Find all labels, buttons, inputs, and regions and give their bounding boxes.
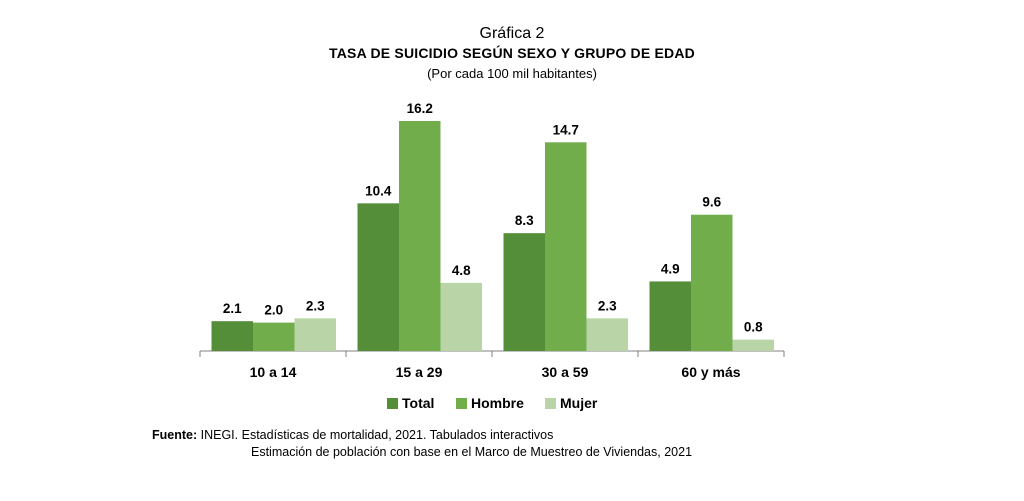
data-label-hombre-30-a-59: 14.7 <box>553 122 579 137</box>
source-line-2: Estimación de población con base en el M… <box>251 445 693 459</box>
legend-label-total: Total <box>402 395 434 411</box>
data-label-mujer-15-a-29: 4.8 <box>452 263 471 278</box>
data-label-mujer-60-y-mas: 0.8 <box>744 320 763 335</box>
bar-total-10-a-14 <box>211 321 253 351</box>
x-tick-label-60-y-mas: 60 y más <box>681 364 740 380</box>
legend-label-hombre: Hombre <box>471 395 524 411</box>
data-label-hombre-10-a-14: 2.0 <box>264 303 283 318</box>
bar-hombre-10-a-14 <box>253 322 295 351</box>
chart-title: TASA DE SUICIDIO SEGÚN SEXO Y GRUPO DE E… <box>329 45 695 61</box>
figure-label: Gráfica 2 <box>479 25 545 42</box>
data-label-hombre-60-y-mas: 9.6 <box>702 195 721 210</box>
chart-subtitle: (Por cada 100 mil habitantes) <box>427 66 597 81</box>
bar-mujer-30-a-59 <box>586 318 628 351</box>
legend-swatch-hombre <box>456 398 467 409</box>
bar-mujer-15-a-29 <box>440 282 482 351</box>
legend-swatch-mujer <box>545 398 556 409</box>
legend-label-mujer: Mujer <box>560 395 598 411</box>
bar-total-30-a-59 <box>503 233 545 351</box>
data-label-mujer-30-a-59: 2.3 <box>598 298 617 313</box>
source-label: Fuente: <box>152 428 198 442</box>
bar-total-15-a-29 <box>357 203 399 351</box>
legend-swatch-total <box>387 398 398 409</box>
data-label-total-60-y-mas: 4.9 <box>661 261 680 276</box>
bar-hombre-15-a-29 <box>399 121 441 351</box>
x-tick-label-10-a-14: 10 a 14 <box>250 364 297 380</box>
bar-mujer-10-a-14 <box>294 318 336 351</box>
data-label-mujer-10-a-14: 2.3 <box>306 298 325 313</box>
source-line-1: INEGI. Estadísticas de mortalidad, 2021.… <box>200 428 554 442</box>
bar-total-60-y-mas <box>649 281 691 351</box>
data-label-total-15-a-29: 10.4 <box>365 183 392 198</box>
data-label-total-30-a-59: 8.3 <box>515 213 534 228</box>
data-label-total-10-a-14: 2.1 <box>223 301 242 316</box>
source-note: Fuente: INEGI. Estadísticas de mortalida… <box>152 427 692 461</box>
data-label-hombre-15-a-29: 16.2 <box>407 101 433 116</box>
bar-hombre-60-y-mas <box>691 214 733 351</box>
x-tick-label-15-a-29: 15 a 29 <box>396 364 443 380</box>
bar-mujer-60-y-mas <box>732 339 774 351</box>
x-tick-label-30-a-59: 30 a 59 <box>542 364 589 380</box>
bar-hombre-30-a-59 <box>545 142 587 351</box>
